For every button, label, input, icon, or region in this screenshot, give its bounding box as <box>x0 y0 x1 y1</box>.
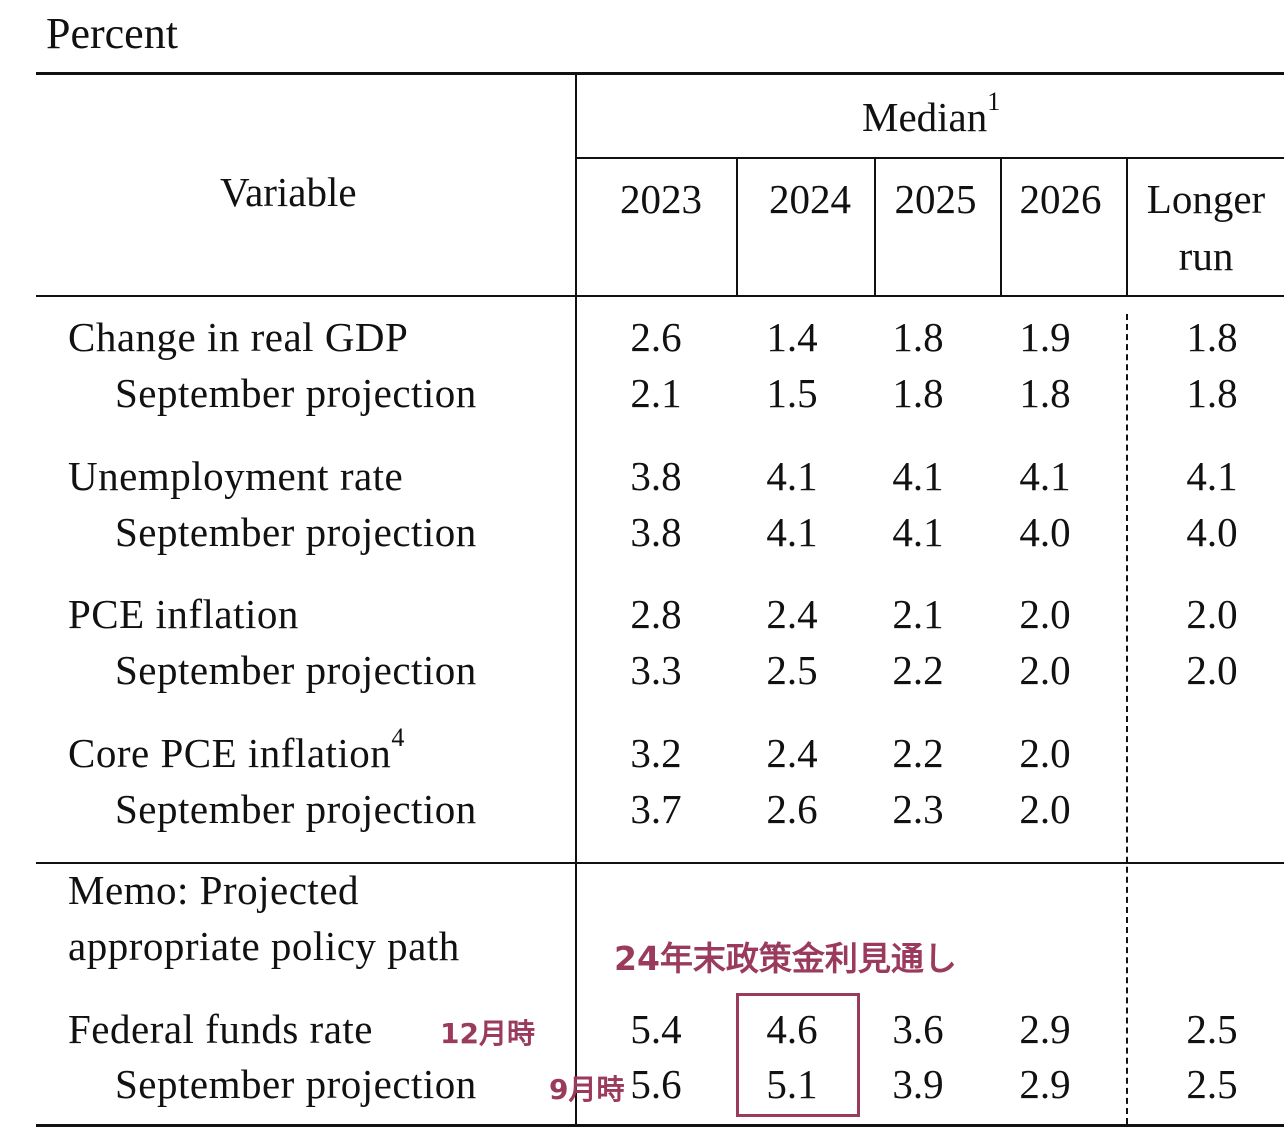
value-cell-2024: 2.4 <box>766 730 818 776</box>
value-cell-2025: 3.9 <box>892 1061 944 1107</box>
value-cell-2023: 3.7 <box>630 786 682 832</box>
value-cell-longer-run: 1.8 <box>1186 314 1238 360</box>
outlook-annotation: 24年末政策金利見通し <box>614 939 957 978</box>
value-cell-2024: 4.6 <box>766 1006 818 1052</box>
row-label: PCE inflation <box>68 590 299 638</box>
row-label: Unemployment rate <box>68 452 403 500</box>
value-cell-2024: 2.5 <box>766 647 818 693</box>
longer-run-header-line1: Longer <box>1146 176 1266 222</box>
value-cell-2025: 2.2 <box>892 730 944 776</box>
median-header: Median1 <box>862 87 1000 141</box>
variable-divider <box>575 74 577 1124</box>
median-label: Median <box>862 94 988 140</box>
memo-line-2: appropriate policy path <box>68 923 460 969</box>
row-label-text: September projection <box>115 509 477 555</box>
value-cell-2023: 3.3 <box>630 647 682 693</box>
highlight-box-2024 <box>736 993 860 1117</box>
row-label-text: Unemployment rate <box>68 453 404 499</box>
row-label: Core PCE inflation4 <box>68 723 405 777</box>
value-cell-2026: 2.9 <box>1019 1006 1071 1052</box>
value-cell-2025: 1.8 <box>892 314 944 360</box>
footnote-marker: 4 <box>391 723 405 752</box>
value-cell-2023: 2.1 <box>630 370 682 416</box>
value-cell-2023: 3.8 <box>630 453 682 499</box>
value-cell-2024: 4.1 <box>766 509 818 555</box>
row-label: September projection <box>115 369 477 417</box>
december-annotation: 12月時 <box>440 1017 535 1050</box>
year-header-2024: 2024 <box>769 176 851 222</box>
row-label: September projection <box>115 785 477 833</box>
median-footnote: 1 <box>987 87 1001 116</box>
year-header-2025: 2025 <box>894 176 977 222</box>
value-cell-2025: 2.3 <box>892 786 944 832</box>
value-cell-2024: 2.6 <box>766 786 818 832</box>
value-cell-2024: 1.4 <box>766 314 818 360</box>
row-label-text: Change in real GDP <box>68 314 409 360</box>
row-label-text: September projection <box>115 786 477 832</box>
value-cell-longer-run: 2.0 <box>1186 647 1238 693</box>
value-cell-2026: 1.9 <box>1019 314 1071 360</box>
row-label-text: September projection <box>115 647 477 693</box>
value-cell-2024: 2.4 <box>766 591 818 637</box>
value-cell-2026: 2.0 <box>1019 730 1071 776</box>
row-label-text: September projection <box>115 370 477 416</box>
row-label-text: Core PCE inflation <box>68 730 392 776</box>
value-cell-2023: 3.2 <box>630 730 682 776</box>
value-cell-longer-run: 2.5 <box>1186 1061 1238 1107</box>
value-cell-2026: 2.0 <box>1019 591 1071 637</box>
col-divider-2025 <box>874 158 876 296</box>
value-cell-2025: 2.2 <box>892 647 944 693</box>
value-cell-2023: 5.6 <box>630 1061 682 1107</box>
ffr-row-label-text: September projection <box>115 1061 477 1107</box>
value-cell-2025: 2.1 <box>892 591 944 637</box>
value-cell-2023: 3.8 <box>630 509 682 555</box>
col-divider-2024 <box>736 158 738 296</box>
value-cell-2026: 4.0 <box>1019 509 1071 555</box>
value-cell-2026: 4.1 <box>1019 453 1071 499</box>
row-label: September projection <box>115 508 477 556</box>
header-rule <box>36 295 1284 297</box>
row-label: September projection <box>115 646 477 694</box>
value-cell-2023: 5.4 <box>630 1006 682 1052</box>
ffr-row-label: Federal funds rate <box>68 1005 373 1053</box>
value-cell-2024: 5.1 <box>766 1061 818 1107</box>
value-cell-2026: 2.0 <box>1019 786 1071 832</box>
col-divider-longer-run <box>1126 158 1128 296</box>
year-header-2023: 2023 <box>620 176 702 222</box>
value-cell-longer-run: 1.8 <box>1186 370 1238 416</box>
memo-line-1: Memo: Projected <box>68 867 360 913</box>
value-cell-2023: 2.6 <box>630 314 682 360</box>
ffr-row-label: September projection <box>115 1060 477 1108</box>
memo-rule <box>36 862 1284 864</box>
row-label: Change in real GDP <box>68 313 408 361</box>
value-cell-2026: 1.8 <box>1019 370 1071 416</box>
row-label-text: PCE inflation <box>68 591 299 637</box>
value-cell-longer-run: 4.1 <box>1186 453 1238 499</box>
ffr-row-label-text: Federal funds rate <box>68 1006 373 1052</box>
value-cell-2025: 4.1 <box>892 453 944 499</box>
value-cell-longer-run: 4.0 <box>1186 509 1238 555</box>
bottom-rule <box>36 1124 1284 1127</box>
value-cell-2023: 2.8 <box>630 591 682 637</box>
value-cell-2024: 1.5 <box>766 370 818 416</box>
unit-title: Percent <box>46 9 178 58</box>
september-annotation: 9月時 <box>549 1073 625 1106</box>
value-cell-2025: 3.6 <box>892 1006 944 1052</box>
year-header-2026: 2026 <box>1019 176 1102 222</box>
top-rule <box>36 72 1284 75</box>
value-cell-2025: 4.1 <box>892 509 944 555</box>
value-cell-longer-run: 2.5 <box>1186 1006 1238 1052</box>
col-divider-2026 <box>1000 158 1002 296</box>
longer-run-dashed-divider <box>1126 314 1128 1124</box>
longer-run-header-line2: run <box>1178 233 1234 279</box>
median-rule <box>576 157 1284 159</box>
value-cell-2024: 4.1 <box>766 453 818 499</box>
value-cell-2026: 2.0 <box>1019 647 1071 693</box>
variable-header: Variable <box>220 169 357 215</box>
value-cell-2025: 1.8 <box>892 370 944 416</box>
value-cell-longer-run: 2.0 <box>1186 591 1238 637</box>
value-cell-2026: 2.9 <box>1019 1061 1071 1107</box>
